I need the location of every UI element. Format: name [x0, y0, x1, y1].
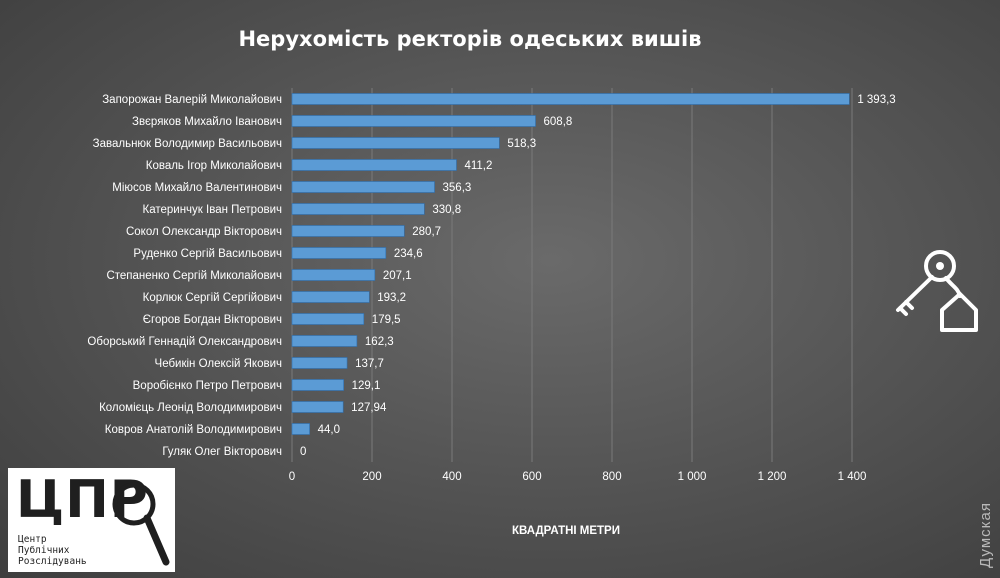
x-tick-label: 600 [522, 471, 541, 483]
value-label: 44,0 [318, 424, 340, 436]
bar [291, 401, 344, 413]
category-label: Коломієць Леонід Володимирович [99, 402, 282, 414]
x-tick-label: 400 [442, 471, 461, 483]
watermark: Думская [977, 502, 994, 568]
category-label: Степаненко Сергій Миколайович [106, 270, 282, 282]
category-label: Єгоров Богдан Вікторович [143, 314, 282, 326]
value-label: 207,1 [383, 270, 412, 282]
x-axis-label: КВАДРАТНІ МЕТРИ [512, 525, 620, 537]
x-tick-label: 1 200 [758, 471, 787, 483]
category-label: Запорожан Валерій Миколайович [102, 94, 282, 106]
category-label: Оборський Геннадій Олександрович [87, 336, 282, 348]
category-labels: Запорожан Валерій Миколайович Звєряков Ми… [87, 94, 282, 458]
bar [291, 159, 457, 171]
bar [291, 181, 435, 193]
bar [291, 313, 365, 325]
bar [291, 357, 348, 369]
bar [291, 203, 425, 215]
value-label: 411,2 [464, 160, 492, 172]
cpr-logo: ЦПР Центр Публічних Розслідувань [8, 468, 175, 572]
logo-letters: ЦПР [16, 470, 149, 530]
bar [291, 93, 850, 105]
x-tick-label: 1 000 [678, 471, 707, 483]
chart-title: Нерухомість ректорів одеських вишів [238, 27, 701, 51]
category-label: Завальнюк Володимир Васильович [93, 138, 282, 150]
category-label: Корлюк Сергій Сергійович [143, 292, 282, 304]
magnifier-icon [112, 482, 170, 566]
keys-house-icon [896, 250, 978, 332]
x-tick-label: 800 [602, 471, 621, 483]
value-label: 127,94 [351, 402, 387, 414]
category-label: Ковров Анатолій Володимирович [105, 424, 282, 436]
value-label: 193,2 [377, 292, 406, 304]
bar [291, 137, 500, 149]
category-label: Катеринчук Іван Петрович [143, 204, 283, 216]
category-label: Руденко Сергій Васильович [133, 248, 282, 260]
value-labels: 1 393,3 608,8 518,3 411,2 356,3 330,8 280,7 234… [300, 94, 896, 458]
x-tick-label: 1 400 [838, 471, 867, 483]
x-tick-label: 0 [289, 471, 295, 483]
value-label: 162,3 [365, 336, 394, 348]
category-label: Чебикін Олексій Якович [155, 358, 282, 370]
value-label: 1 393,3 [857, 94, 895, 106]
category-label: Звєряков Михайло Іванович [132, 116, 282, 128]
bar [291, 247, 387, 259]
x-tick-label: 200 [362, 471, 381, 483]
category-label: Сокол Олександр Вікторович [126, 226, 282, 238]
bar [291, 379, 344, 391]
value-label: 0 [300, 446, 306, 458]
x-axis-ticks: 0 200 400 600 800 1 000 1 200 1 400 [289, 471, 867, 483]
value-label: 330,8 [432, 204, 461, 216]
value-label: 129,1 [352, 380, 381, 392]
bar [291, 269, 376, 281]
value-label: 137,7 [355, 358, 384, 370]
bar [291, 423, 310, 435]
value-label: 518,3 [507, 138, 536, 150]
category-label: Коваль Ігор Миколайович [146, 160, 282, 172]
category-label: Міюсов Михайло Валентинович [112, 182, 282, 194]
category-label: Гуляк Олег Вікторович [162, 446, 282, 458]
bar [291, 291, 370, 303]
bar [291, 335, 358, 347]
value-label: 234,6 [394, 248, 423, 260]
category-label: Воробієнко Петро Петрович [133, 380, 282, 392]
value-label: 608,8 [544, 116, 573, 128]
value-label: 280,7 [412, 226, 441, 238]
chart-bars [291, 93, 850, 435]
bar [291, 115, 536, 127]
value-label: 179,5 [372, 314, 401, 326]
bar [291, 225, 405, 237]
value-label: 356,3 [443, 182, 472, 194]
logo-subtitle: Центр Публічних Розслідувань [18, 534, 87, 567]
